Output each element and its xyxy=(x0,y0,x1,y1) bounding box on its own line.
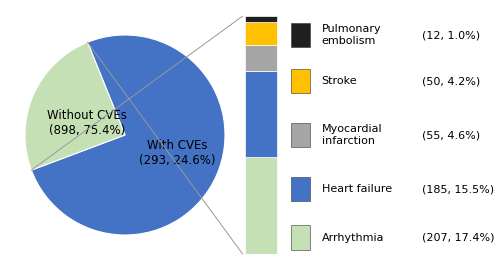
Text: Without CVEs
(898, 75.4%): Without CVEs (898, 75.4%) xyxy=(47,109,127,137)
Text: Heart failure: Heart failure xyxy=(322,184,392,194)
Bar xyxy=(246,45,277,71)
Wedge shape xyxy=(25,42,125,170)
Text: With CVEs
(293, 24.6%): With CVEs (293, 24.6%) xyxy=(139,139,215,167)
Bar xyxy=(291,123,310,147)
Text: Myocardial
infarction: Myocardial infarction xyxy=(322,124,382,146)
Text: (12, 1.0%): (12, 1.0%) xyxy=(422,30,480,40)
Text: (207, 17.4%): (207, 17.4%) xyxy=(422,232,494,243)
Text: (185, 15.5%): (185, 15.5%) xyxy=(422,184,494,194)
Bar xyxy=(246,157,277,254)
Bar xyxy=(291,225,310,250)
Text: Stroke: Stroke xyxy=(322,76,358,86)
Bar xyxy=(291,69,310,93)
Bar xyxy=(246,71,277,157)
Bar xyxy=(291,177,310,201)
Text: (50, 4.2%): (50, 4.2%) xyxy=(422,76,480,86)
Bar xyxy=(246,22,277,45)
Text: (55, 4.6%): (55, 4.6%) xyxy=(422,130,480,140)
Text: Arrhythmia: Arrhythmia xyxy=(322,232,384,243)
Bar xyxy=(246,16,277,22)
Text: Pulmonary
embolism: Pulmonary embolism xyxy=(322,24,382,46)
Bar xyxy=(291,23,310,47)
Wedge shape xyxy=(32,35,225,235)
